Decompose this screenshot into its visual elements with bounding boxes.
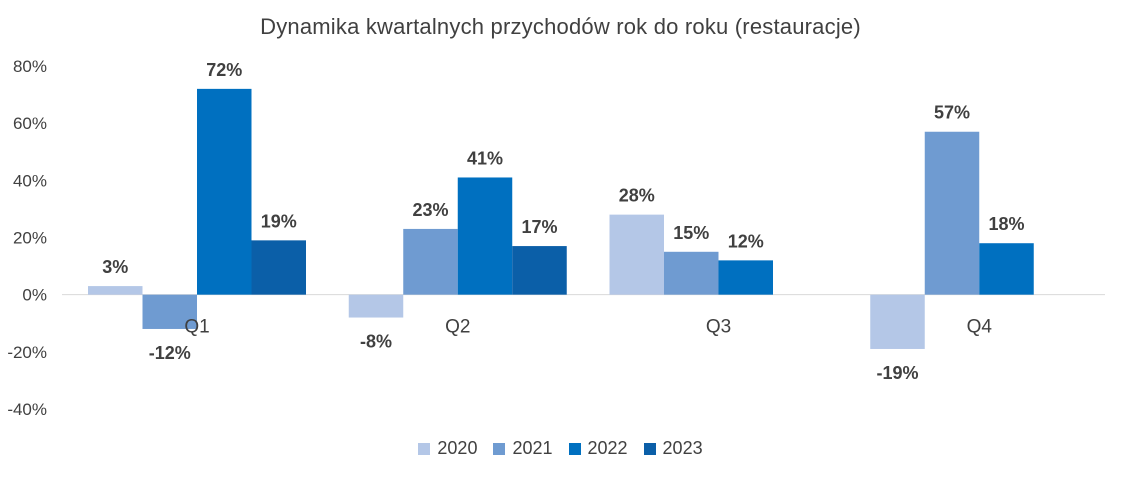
data-label: 23%	[412, 200, 448, 220]
y-tick-label: 60%	[13, 114, 47, 133]
data-label: 3%	[102, 257, 128, 277]
legend-item: 2023	[643, 438, 703, 459]
bar-2021-Q1	[142, 294, 197, 329]
chart-title: Dynamika kwartalnych przychodów rok do r…	[260, 14, 861, 39]
legend-item: 2020	[418, 438, 477, 459]
data-label: 28%	[619, 186, 655, 206]
data-label: 17%	[521, 217, 557, 237]
bar-2020-Q2	[348, 294, 404, 318]
bar-2023-Q1	[251, 240, 306, 295]
bar-2022-Q1	[197, 88, 252, 295]
x-category-label: Q2	[445, 317, 470, 338]
x-category-label: Q4	[967, 317, 993, 338]
legend-label: 2020	[437, 438, 478, 458]
bar-2021-Q2	[403, 228, 458, 295]
bar-2022-Q4	[979, 243, 1034, 295]
data-label: 19%	[261, 211, 297, 231]
legend-swatch	[493, 442, 506, 455]
legend-swatch	[418, 442, 431, 455]
data-label: -19%	[876, 363, 918, 383]
data-label: 15%	[673, 223, 709, 243]
bar-2020-Q4	[870, 294, 925, 349]
y-tick-label: 40%	[13, 171, 47, 190]
y-tick-label: 0%	[22, 286, 47, 305]
bar-2022-Q3	[718, 260, 773, 295]
bar-2021-Q4	[924, 131, 980, 295]
legend-label: 2022	[587, 438, 628, 458]
bar-2020-Q1	[88, 286, 143, 295]
legend-swatch	[643, 442, 656, 455]
data-label: 18%	[988, 214, 1024, 234]
data-label: 72%	[206, 60, 242, 80]
y-tick-label: -40%	[7, 400, 47, 419]
legend-label: 2021	[512, 438, 553, 458]
chart-legend: 2020 2021 2022 2023	[0, 438, 1121, 459]
legend-item: 2022	[568, 438, 628, 459]
x-category-label: Q1	[184, 317, 209, 338]
bar-2023-Q2	[512, 246, 567, 295]
data-label: 57%	[934, 103, 970, 123]
data-label: -12%	[149, 343, 191, 363]
data-label: 12%	[728, 231, 764, 251]
data-label: -8%	[360, 332, 392, 352]
bar-2020-Q3	[609, 214, 664, 295]
bar-2022-Q2	[457, 177, 513, 295]
y-tick-label: 20%	[13, 229, 47, 248]
bar-2021-Q3	[664, 251, 719, 295]
x-category-label: Q3	[706, 317, 731, 338]
data-label: 41%	[467, 148, 503, 168]
legend-label: 2023	[662, 438, 703, 458]
y-tick-label: 80%	[13, 57, 47, 76]
legend-item: 2021	[493, 438, 553, 459]
legend-swatch	[568, 442, 581, 455]
y-tick-label: -20%	[7, 343, 47, 362]
